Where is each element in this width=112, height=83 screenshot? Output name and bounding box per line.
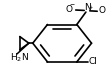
Text: −: − [69, 2, 74, 7]
Text: O: O [98, 6, 105, 15]
Text: +: + [88, 5, 92, 10]
Text: Cl: Cl [88, 57, 97, 66]
Text: H$_2$N: H$_2$N [10, 52, 29, 64]
Text: N: N [83, 3, 90, 12]
Text: O: O [65, 5, 72, 14]
